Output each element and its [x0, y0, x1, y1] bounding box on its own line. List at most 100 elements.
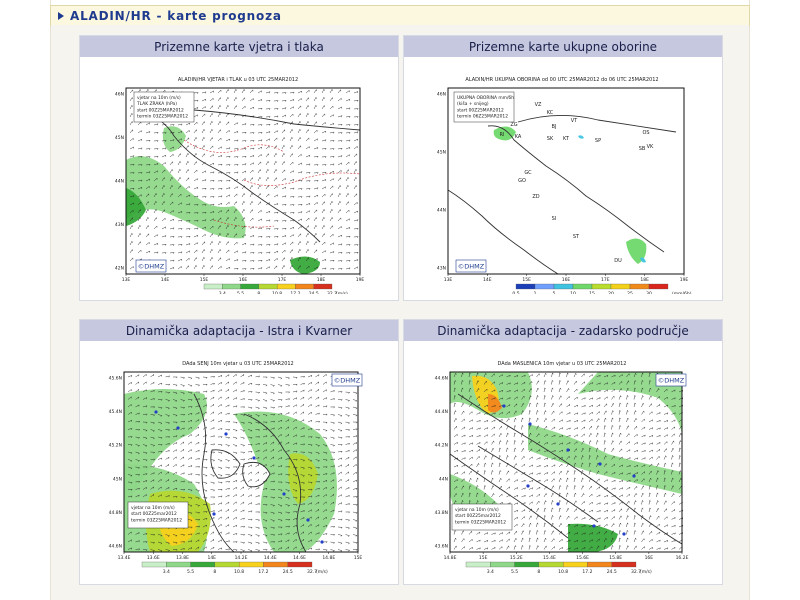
- city-code-label: ST: [573, 234, 580, 240]
- x-tick-label: 13.4E: [118, 555, 131, 561]
- map-legend-line: vjetar na 10m (m/s): [455, 507, 499, 513]
- map-title: ALADIN/HR VJETAR i TLAK u 03 UTC 25MAR20…: [178, 77, 298, 83]
- isobar-or-border: [213, 219, 275, 228]
- wind-barbs: [453, 372, 684, 550]
- scale-swatch: [534, 283, 555, 290]
- scale-unit-label: (mm/6h): [672, 291, 692, 294]
- x-tick-label: 17E: [278, 277, 287, 283]
- city-code-label: KT: [563, 136, 570, 142]
- map-plot-area: [124, 372, 358, 553]
- x-tick-label: 14.8E: [444, 555, 457, 561]
- x-tick-label: 14.2E: [235, 555, 248, 561]
- field-area: [640, 257, 646, 263]
- scale-swatch: [591, 283, 612, 290]
- city-code-label: GO: [518, 178, 526, 184]
- page-left-margin: [0, 0, 51, 600]
- scale-swatch: [514, 561, 540, 568]
- zadar-map[interactable]: DAda MASLENICA 10m vjetar u 03 UTC 25MAR…: [418, 354, 706, 578]
- map-legend-box: [127, 501, 189, 529]
- scale-unit-label: (m/s): [640, 569, 652, 575]
- panel-title[interactable]: Prizemne karte vjetra i tlaka: [80, 36, 398, 57]
- scale-value-label: 3.4: [487, 569, 494, 575]
- scale-swatch: [222, 283, 241, 290]
- scale-swatch: [490, 561, 515, 568]
- field-area: [210, 449, 240, 479]
- scale-swatch: [553, 283, 574, 290]
- scale-value-label: 5.5: [511, 569, 518, 575]
- city-code-label: VT: [571, 118, 578, 124]
- y-tick-label: 44.2N: [435, 443, 448, 449]
- scale-swatch: [465, 561, 491, 568]
- precipitation-map[interactable]: ALADIN/HR UKUPNA OBORINA od 00 UTC 25MAR…: [418, 70, 706, 294]
- scale-value-label: 8: [213, 569, 216, 575]
- dhmz-logo-text: ©DHMZ: [458, 263, 485, 271]
- dhmz-logo: [135, 259, 167, 273]
- city-code-label: KA: [515, 134, 522, 140]
- y-tick-label: 44.8N: [109, 510, 122, 516]
- scale-value-label: 24.5: [309, 291, 319, 294]
- x-tick-label: 14.6E: [293, 555, 306, 561]
- section-header: ALADIN/HR - karte prognoza: [50, 5, 750, 26]
- place-marker: [306, 518, 310, 522]
- x-tick-label: 14.8E: [322, 555, 335, 561]
- x-tick-label: 16E: [562, 277, 571, 283]
- scale-value-label: 30: [646, 291, 652, 294]
- scale-value-label: 5.5: [237, 291, 244, 294]
- map-legend-line: termin 03Z25MAR2012: [137, 114, 188, 120]
- field-area: [578, 135, 584, 139]
- dhmz-logo-text: ©DHMZ: [334, 377, 361, 385]
- panel-title[interactable]: Dinamička adaptacija - Istra i Kvarner: [80, 320, 398, 341]
- place-marker: [622, 532, 626, 536]
- y-tick-label: 45.2N: [109, 443, 122, 449]
- coastline: [137, 109, 321, 243]
- panel-precipitation[interactable]: Prizemne karte ukupne oborine ALADIN/HR …: [403, 35, 723, 301]
- panel-wind-pressure[interactable]: Prizemne karte vjetra i tlaka ALADIN/HR …: [79, 35, 399, 301]
- y-tick-label: 44.6N: [435, 376, 448, 382]
- panel-istra-kvarner[interactable]: Dinamička adaptacija - Istra i Kvarner D…: [79, 319, 399, 585]
- map-title: DAda MASLENICA 10m vjetar u 03 UTC 25MAR…: [498, 361, 627, 367]
- map-title: ALADIN/HR UKUPNA OBORINA od 00 UTC 25MAR…: [465, 77, 658, 83]
- city-code-label: ZD: [532, 194, 539, 200]
- x-tick-label: 18E: [640, 277, 649, 283]
- place-marker: [212, 512, 216, 516]
- coastline: [193, 109, 361, 131]
- city-code-label: VZ: [535, 102, 542, 108]
- panel-zadar[interactable]: Dinamička adaptacija - zadarsko područje…: [403, 319, 723, 585]
- city-code-label: SK: [547, 136, 554, 142]
- field-area: [568, 523, 618, 552]
- place-marker: [528, 422, 532, 426]
- scale-value-label: 17.2: [582, 569, 592, 575]
- scale-swatch: [587, 561, 612, 568]
- y-tick-label: 43N: [115, 222, 124, 228]
- scale-swatch: [258, 283, 278, 290]
- x-tick-label: 15E: [522, 277, 531, 283]
- dhmz-logo: [655, 373, 687, 387]
- map-frame: [449, 371, 683, 553]
- wind-pressure-map[interactable]: ALADIN/HR VJETAR i TLAK u 03 UTC 25MAR20…: [94, 70, 382, 294]
- panel-title[interactable]: Dinamička adaptacija - zadarsko područje: [404, 320, 722, 341]
- y-tick-label: 45.4N: [109, 409, 122, 415]
- coastline: [477, 445, 599, 523]
- x-tick-label: 13.8E: [176, 555, 189, 561]
- coastline: [193, 393, 235, 553]
- scale-unit-label: (m/s): [336, 291, 348, 294]
- y-tick-label: 43.8N: [435, 510, 448, 516]
- field-area: [528, 424, 682, 494]
- city-code-label: OS: [642, 130, 649, 136]
- coastline: [210, 449, 241, 479]
- panel-title[interactable]: Prizemne karte ukupne oborine: [404, 36, 722, 57]
- map-canvas: ALADIN/HR VJETAR i TLAK u 03 UTC 25MAR20…: [94, 70, 382, 294]
- scale-unit-label: (m/s): [316, 569, 328, 575]
- map-legend-box: [453, 91, 515, 123]
- scale-value-label: 24.5: [607, 569, 617, 575]
- scale-swatch: [562, 561, 588, 568]
- x-tick-label: 16E: [239, 277, 248, 283]
- x-tick-label: 13E: [122, 277, 131, 283]
- isobar-or-border: [243, 172, 361, 186]
- map-legend-line: start 00Z25MAR2012: [137, 107, 184, 113]
- istra-kvarner-map[interactable]: DAda SENJ 10m vjetar u 03 UTC 25MAR2012 v…: [94, 354, 382, 578]
- page-right-margin: [749, 0, 800, 600]
- x-tick-label: 14E: [207, 555, 216, 561]
- scale-swatch: [240, 283, 260, 290]
- scale-value-label: 10.8: [234, 569, 244, 575]
